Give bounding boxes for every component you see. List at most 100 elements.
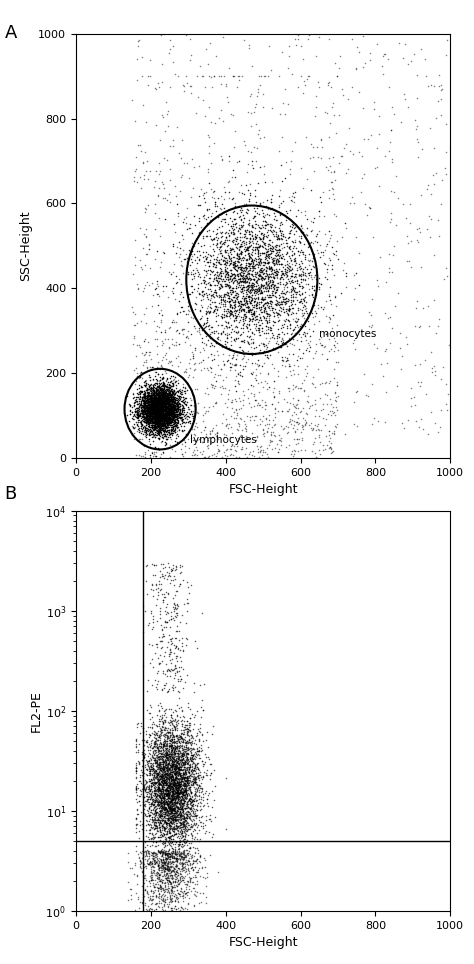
Point — [272, 253, 280, 268]
Point — [152, 789, 159, 804]
Point — [168, 744, 175, 760]
Point — [234, 405, 241, 420]
Point — [173, 736, 180, 751]
Point — [157, 786, 164, 801]
Point — [185, 853, 192, 869]
Point — [133, 410, 141, 425]
Point — [299, 433, 306, 448]
Point — [169, 391, 176, 407]
Point — [183, 877, 191, 893]
Point — [164, 387, 171, 402]
Point — [145, 856, 153, 871]
Point — [273, 294, 281, 309]
Point — [161, 386, 168, 401]
Point — [192, 260, 200, 276]
Point — [153, 392, 161, 408]
Point — [157, 406, 165, 421]
Point — [158, 398, 166, 414]
Point — [178, 861, 186, 876]
Point — [173, 774, 181, 790]
Point — [168, 858, 175, 873]
Point — [164, 729, 171, 744]
Point — [169, 800, 177, 816]
Point — [147, 779, 155, 794]
Point — [164, 796, 171, 812]
Point — [153, 427, 161, 442]
Point — [286, 330, 293, 345]
Point — [134, 401, 141, 416]
Point — [277, 339, 284, 355]
Point — [309, 215, 316, 230]
Point — [171, 314, 178, 330]
Point — [285, 226, 293, 241]
Point — [261, 312, 269, 328]
Point — [169, 811, 177, 826]
Point — [262, 248, 270, 263]
Point — [162, 400, 169, 415]
Point — [165, 830, 173, 845]
Point — [174, 789, 182, 804]
Point — [327, 441, 334, 456]
Point — [150, 404, 157, 419]
Point — [237, 236, 245, 252]
Point — [164, 404, 172, 419]
Point — [277, 269, 284, 284]
Point — [268, 201, 276, 216]
Point — [169, 405, 176, 420]
Point — [260, 283, 268, 299]
Point — [175, 762, 183, 777]
Point — [162, 844, 170, 859]
Point — [205, 399, 213, 415]
Point — [327, 403, 334, 418]
Point — [249, 210, 257, 226]
Point — [298, 220, 305, 235]
Point — [134, 403, 141, 418]
Point — [150, 778, 157, 793]
Point — [161, 777, 169, 792]
Point — [149, 402, 156, 417]
Point — [203, 201, 210, 216]
Point — [161, 406, 168, 421]
Point — [255, 224, 263, 239]
Point — [160, 794, 167, 810]
Point — [170, 746, 178, 762]
Point — [259, 269, 266, 284]
Point — [148, 621, 156, 636]
Point — [187, 871, 194, 887]
Point — [216, 273, 223, 288]
Point — [150, 388, 158, 403]
Point — [154, 857, 162, 872]
Point — [156, 833, 164, 848]
Point — [246, 312, 254, 328]
Point — [264, 246, 272, 261]
Point — [136, 789, 144, 804]
Point — [141, 851, 149, 867]
Point — [130, 395, 137, 411]
Point — [169, 736, 176, 751]
Point — [154, 870, 161, 886]
Point — [144, 68, 152, 84]
Point — [197, 710, 205, 725]
Point — [225, 275, 233, 290]
Point — [159, 426, 167, 442]
Point — [289, 301, 296, 316]
Point — [164, 825, 171, 841]
Point — [157, 786, 164, 801]
Point — [228, 284, 236, 300]
Point — [171, 814, 179, 829]
Point — [229, 256, 237, 272]
Point — [172, 765, 180, 781]
Point — [231, 198, 238, 213]
Point — [170, 743, 178, 759]
Point — [155, 782, 163, 797]
Point — [270, 308, 278, 324]
Point — [146, 407, 154, 422]
Point — [167, 562, 175, 577]
Point — [149, 388, 157, 403]
Point — [147, 760, 155, 775]
Point — [154, 829, 162, 844]
Point — [286, 219, 294, 234]
Point — [272, 284, 280, 300]
Point — [170, 823, 178, 839]
Point — [161, 403, 168, 418]
